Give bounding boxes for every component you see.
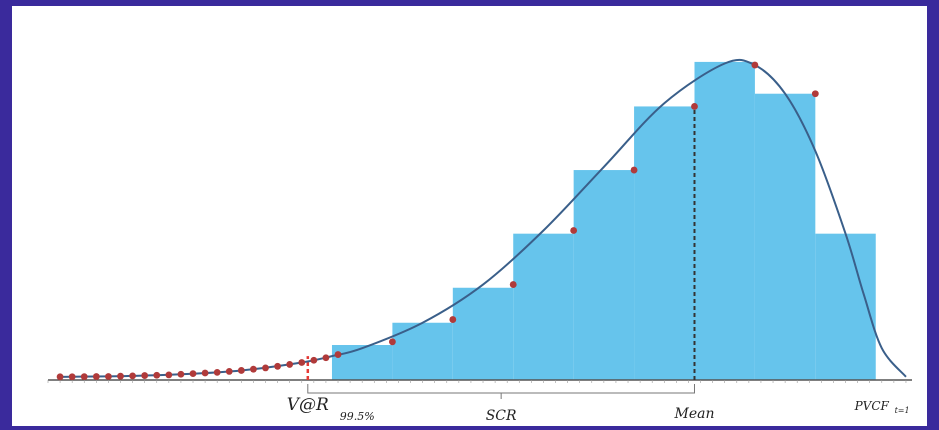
var-label: V@R: [287, 395, 329, 415]
histogram-bar: [573, 170, 635, 380]
sample-point: [570, 227, 578, 234]
sample-point: [56, 373, 64, 381]
histogram-bar: [331, 345, 393, 380]
sample-point: [286, 361, 294, 368]
mean-label: Mean: [673, 406, 714, 422]
sample-point: [274, 362, 281, 370]
sample-point: [213, 368, 221, 376]
sample-point: [177, 370, 185, 378]
sample-point: [322, 354, 330, 362]
var-sublabel: 99.5%: [340, 410, 375, 423]
histogram-bar: [634, 106, 695, 380]
x-axis: [47, 379, 912, 383]
pvcf-label: PVCF: [854, 399, 890, 413]
scr-bracket: [307, 384, 695, 394]
histogram-bar: [694, 61, 755, 381]
sample-point: [630, 166, 638, 174]
sample-point: [117, 372, 124, 380]
pvcf-sublabel: t=1: [895, 406, 910, 415]
sample-points: [56, 61, 819, 381]
sample-point: [129, 372, 136, 380]
histogram-bar: [513, 233, 574, 380]
scr-label: SCR: [486, 408, 517, 424]
sample-point: [388, 338, 396, 346]
sample-point: [201, 369, 209, 377]
sample-point: [310, 356, 318, 364]
sample-point: [811, 90, 819, 98]
sample-point: [691, 103, 698, 110]
sample-point: [449, 316, 457, 323]
sample-point: [298, 359, 306, 366]
sample-point: [165, 371, 173, 379]
chart-markers: [306, 106, 696, 399]
sample-point: [250, 365, 257, 373]
sample-point: [153, 371, 161, 379]
histogram-bar: [754, 93, 816, 380]
sample-point: [141, 372, 149, 379]
sample-point: [80, 373, 88, 381]
chart-svg: V@R 99.5% SCR Mean PVCF t=1: [47, 58, 912, 424]
histogram-bars: [331, 61, 876, 381]
sample-point: [262, 364, 269, 372]
chart-frame: V@R 99.5% SCR Mean PVCF t=1: [12, 6, 927, 426]
histogram-bar: [392, 322, 453, 380]
histogram-bar: [815, 233, 876, 380]
sample-point: [105, 373, 112, 380]
sample-point: [509, 281, 517, 288]
sample-point: [189, 370, 197, 378]
sample-point: [334, 351, 342, 358]
chart-labels: V@R 99.5% SCR Mean PVCF t=1: [287, 395, 910, 424]
sample-point: [92, 373, 100, 380]
histogram-bar: [452, 287, 514, 380]
sample-point: [237, 367, 245, 374]
sample-point: [225, 368, 233, 375]
sample-point: [68, 373, 76, 381]
sample-point: [751, 61, 759, 69]
